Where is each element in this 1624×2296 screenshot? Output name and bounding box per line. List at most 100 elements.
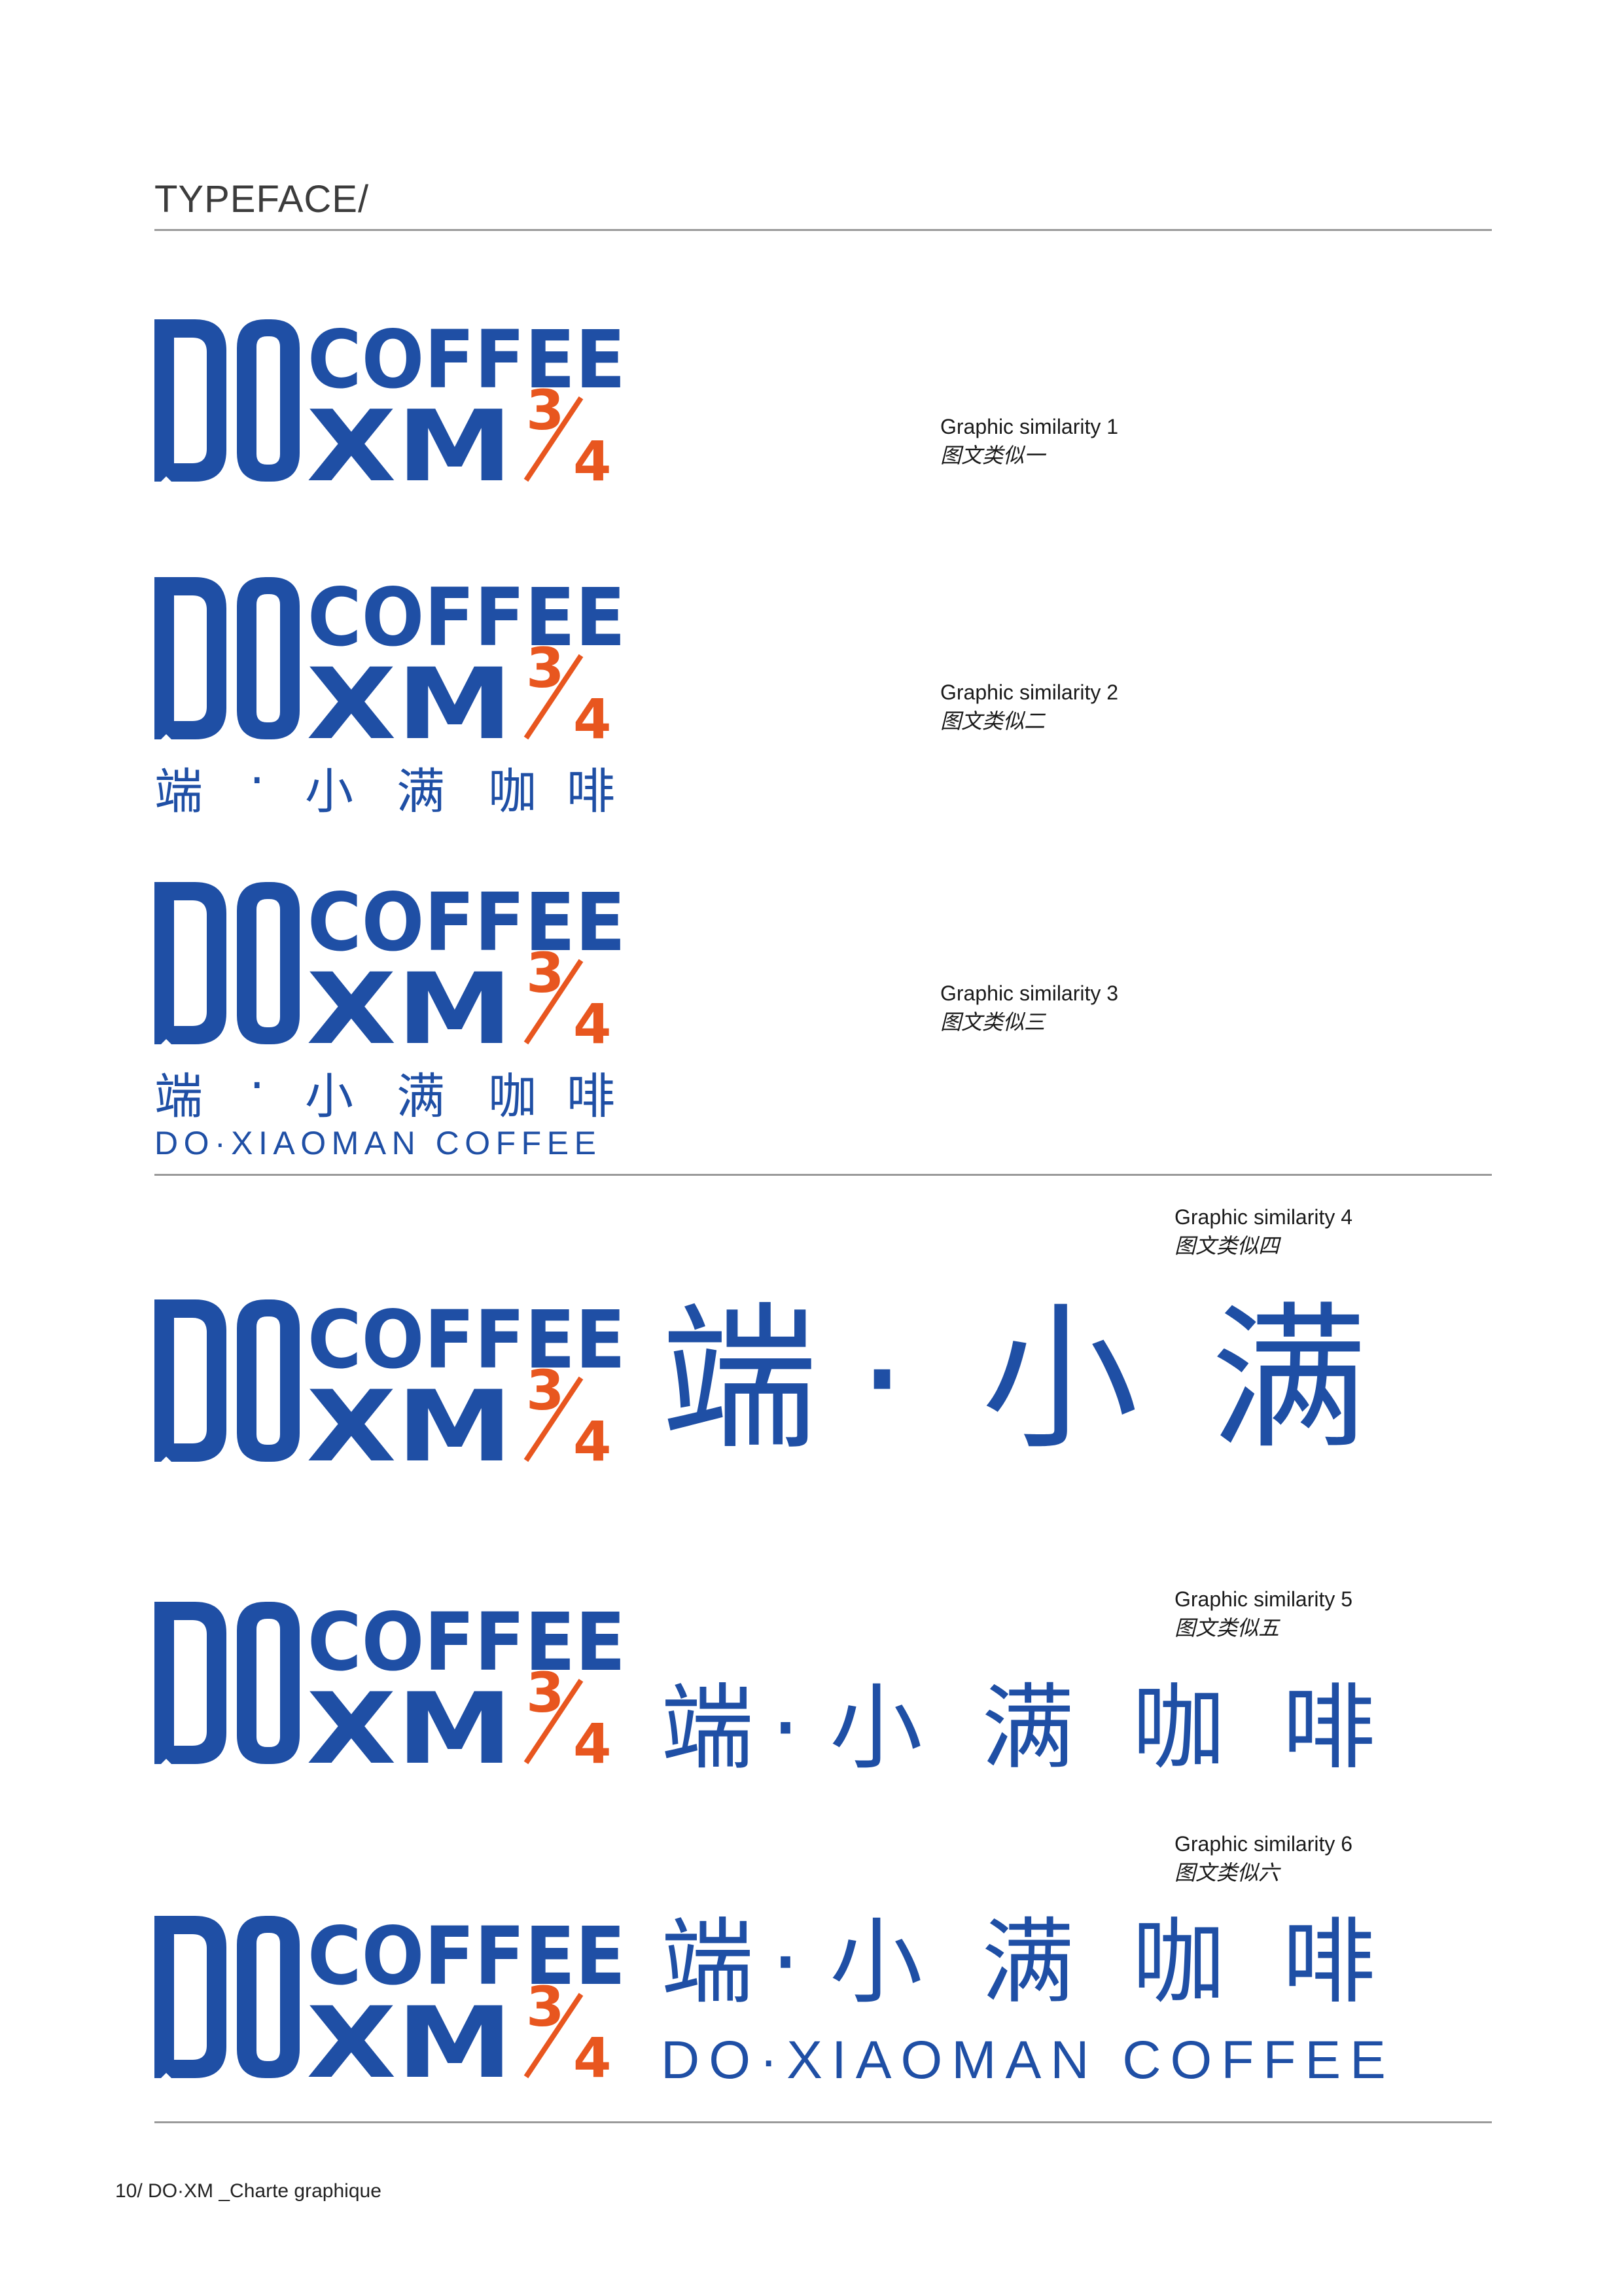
logo-letter-d [154,1602,226,1764]
logo-letter-o [237,1299,300,1462]
caption-cn: 图文类似六 [1174,1860,1280,1885]
cn-char: 咖 [488,1069,537,1125]
logo-coffee: COFFEE [308,876,626,969]
section-title: TYPEFACE/ [154,178,370,221]
caption-4: Graphic similarity 4 图文类似四 [1174,1203,1352,1260]
logo-xm: XM [306,1672,513,1786]
caption-en: Graphic similarity 2 [940,680,1119,704]
english-name: DO·XIAOMAN COFFEE [661,2030,1395,2090]
cn-char: 咖 [488,764,537,820]
logo-coffee: COFFEE [308,1596,626,1689]
logo-coffee: COFFEE [308,1910,626,2003]
logo-fraction-denominator: 4 [573,429,611,493]
logo-coffee: COFFEE [308,571,626,664]
logo-variant-2: COFFEE XM 3 4 [154,571,626,762]
cn-char: 小 [305,764,353,820]
caption-en: Graphic similarity 6 [1174,1832,1353,1856]
caption-en: Graphic similarity 3 [940,981,1119,1005]
logo-letter-o [237,1602,300,1764]
cn-char: 满 [397,764,445,820]
logo-letter-o [237,577,300,739]
logo-letter-d [154,577,226,739]
logo-fraction-slash [523,654,584,740]
logo-coffee: COFFEE [308,313,626,406]
logo-xm: XM [306,390,513,504]
cn-char: 满 [981,1909,1074,2017]
cn-char: 啡 [567,1069,615,1125]
caption-en: Graphic similarity 1 [940,415,1119,438]
cn-char: 啡 [1282,1674,1375,1782]
cn-char: 小 [981,1288,1139,1471]
top-divider [154,229,1492,231]
cn-char: 端 [661,1909,754,2017]
caption-en: Graphic similarity 5 [1174,1587,1353,1611]
logo-fraction-slash [523,1376,584,1462]
cn-char: 端 [661,1674,754,1782]
caption-5: Graphic similarity 5 图文类似五 [1174,1585,1352,1642]
logo-variant-3: COFFEE XM 3 4 [154,876,626,1067]
cn-char: 端 [154,764,203,820]
cn-char: 啡 [1282,1909,1375,2017]
caption-1: Graphic similarity 1 图文类似一 [940,412,1118,470]
cn-char: 端 [154,1069,203,1125]
cn-char: 啡 [567,764,615,820]
caption-3: Graphic similarity 3 图文类似三 [940,979,1118,1036]
logo-xm: XM [306,648,513,762]
logo-letter-d [154,882,226,1044]
logo-fraction-denominator: 4 [573,687,611,751]
cn-dot: · [857,1288,908,1471]
logo-fraction-denominator: 4 [573,1712,611,1776]
logo-fraction-slash [523,1992,584,2079]
bottom-divider [154,2121,1492,2123]
cn-dot: · [771,1909,801,2017]
cn-char: 小 [830,1674,923,1782]
caption-2: Graphic similarity 2 图文类似二 [940,678,1118,735]
logo-letter-d [154,319,226,482]
caption-en: Graphic similarity 4 [1174,1205,1353,1229]
logo-fraction-slash [523,1678,584,1765]
caption-cn: 图文类似三 [940,1010,1046,1034]
logo-fraction-denominator: 4 [573,992,611,1056]
cn-char: 小 [830,1909,923,2017]
caption-cn: 图文类似五 [1174,1616,1280,1640]
logo-letter-o [237,882,300,1044]
middle-divider [154,1174,1492,1176]
caption-6: Graphic similarity 6 图文类似六 [1174,1829,1352,1887]
caption-cn: 图文类似二 [940,709,1046,733]
cn-char: 端 [661,1288,819,1471]
cn-char: 满 [1210,1288,1368,1471]
cn-dot: · [771,1674,801,1782]
logo-fraction-denominator: 4 [573,2026,611,2090]
cn-char: 咖 [1132,1909,1225,2017]
logo-fraction-denominator: 4 [573,1409,611,1474]
cn-dot: · [249,752,265,809]
page-footer: 10/ DO·XM _Charte graphique [115,2180,381,2202]
cn-char: 小 [305,1069,353,1125]
caption-cn: 图文类似四 [1174,1233,1280,1258]
logo-coffee: COFFEE [308,1294,626,1386]
logo-letter-d [154,1916,226,2078]
cn-dot: · [249,1057,265,1114]
caption-cn: 图文类似一 [940,443,1046,468]
logo-xm: XM [306,953,513,1067]
logo-variant-4: COFFEE XM 3 4 [154,1294,626,1484]
cn-char: 满 [981,1674,1074,1782]
logo-fraction-slash [523,959,584,1045]
cn-char: 满 [397,1069,445,1125]
logo-variant-6: COFFEE XM 3 4 [154,1910,626,2100]
logo-xm: XM [306,1370,513,1484]
logo-letter-d [154,1299,226,1462]
logo-xm: XM [306,1987,513,2100]
cn-char: 咖 [1132,1674,1225,1782]
logo-variant-1: COFFEE XM 3 4 [154,313,626,504]
logo-letter-o [237,1916,300,2078]
logo-letter-o [237,319,300,482]
logo-variant-5: COFFEE XM 3 4 [154,1596,626,1786]
logo-fraction-slash [523,396,584,482]
